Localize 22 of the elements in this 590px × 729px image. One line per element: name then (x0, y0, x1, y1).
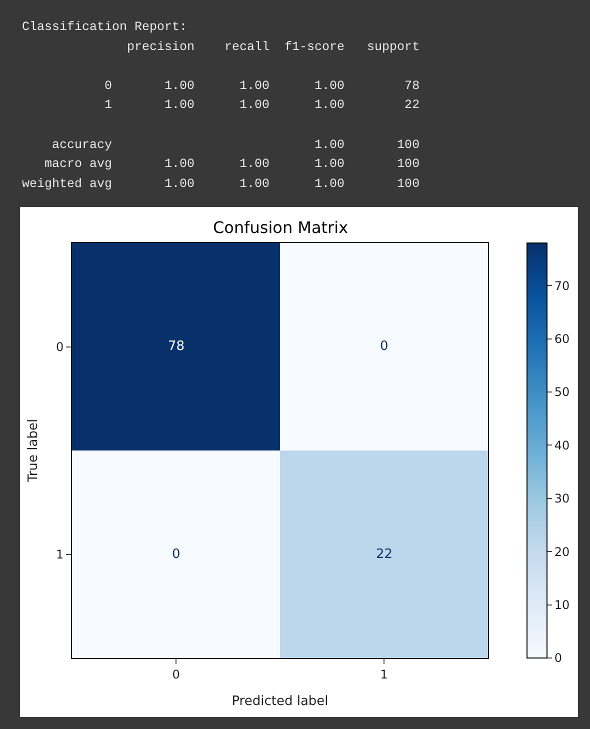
x-axis-title: Predicted label (232, 694, 328, 709)
color-bar-label: 10 (554, 598, 570, 612)
y-axis-title: True label (26, 418, 41, 484)
text: weighted avg 1.00 1.00 1.00 100 (22, 177, 420, 191)
chart-title: Confusion Matrix (213, 218, 348, 237)
color-bar-label: 0 (554, 651, 562, 666)
color-bar-label: 60 (554, 332, 570, 346)
text: Classification Report: (22, 20, 188, 34)
color-bar-label: 50 (554, 385, 570, 400)
text: 1 1.00 1.00 1.00 22 (22, 98, 420, 112)
text: 0 1.00 1.00 1.00 78 (22, 79, 420, 93)
text: macro avg 1.00 1.00 1.00 100 (22, 157, 420, 171)
data-label: 0 (172, 547, 180, 562)
text: precision recall f1-score support (22, 40, 420, 54)
text: accuracy 1.00 100 (22, 138, 420, 152)
color-bar-label: 70 (554, 278, 570, 293)
color-bar-label: 30 (554, 492, 570, 506)
data-label: 78 (168, 339, 185, 354)
data-label: 0 (380, 339, 388, 354)
color-bar-label: 20 (554, 544, 570, 559)
color-bar-label: 40 (554, 438, 570, 452)
data-label: 22 (376, 547, 393, 562)
